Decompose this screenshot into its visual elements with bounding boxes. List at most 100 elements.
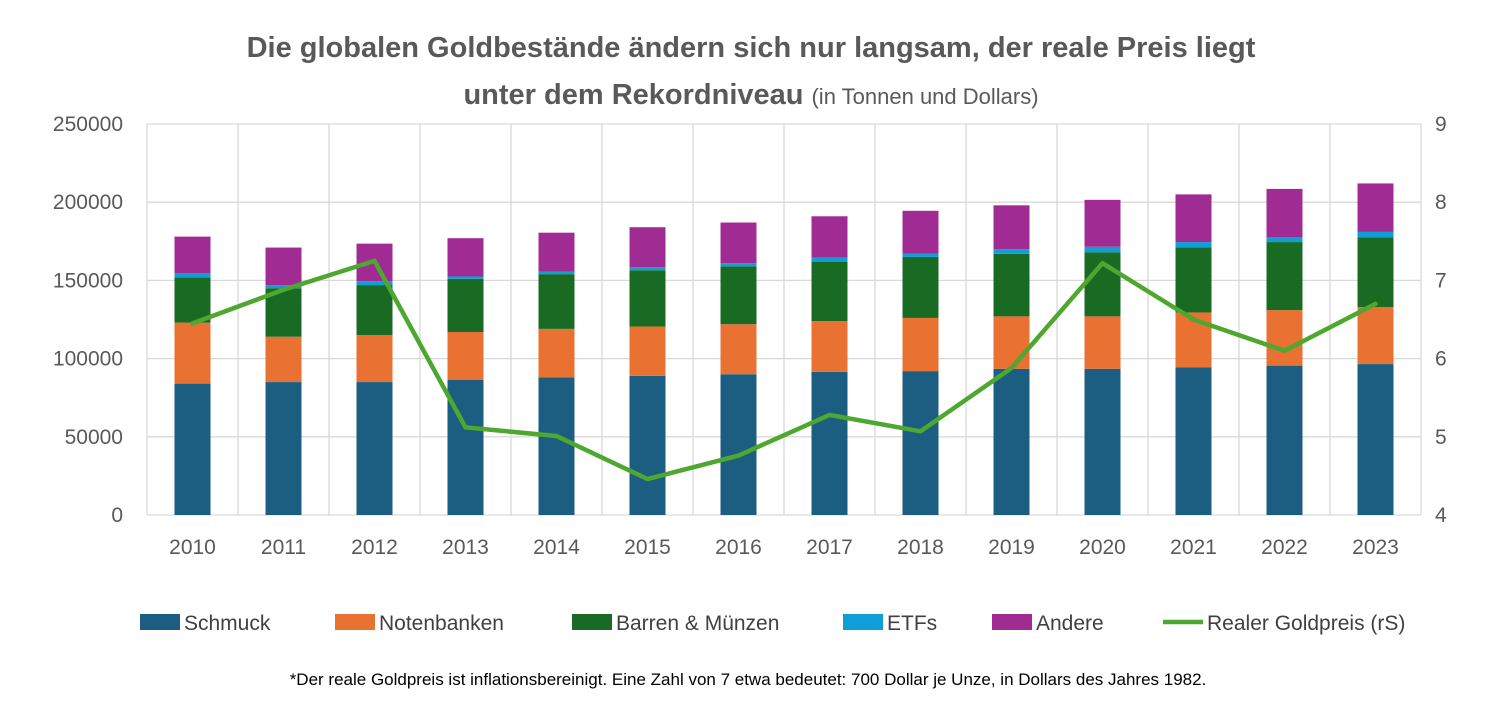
bar-barren-münzen-2016 (720, 266, 757, 325)
bar-barren-münzen-2022 (1266, 242, 1303, 311)
bar-andere-2018 (902, 210, 939, 254)
bar-notenbanken-2019 (993, 316, 1030, 369)
bar-etfs-2018 (902, 253, 939, 257)
bar-schmuck-2016 (720, 374, 757, 515)
x-tick-label: 2019 (988, 536, 1035, 559)
legend-swatch (140, 614, 180, 630)
y-axis-right: 4 5 6 7 8 9 (1435, 113, 1447, 527)
y-left-tick-label: 0 (111, 504, 123, 527)
bar-barren-münzen-2014 (538, 274, 575, 329)
y-right-tick-label: 9 (1435, 113, 1447, 136)
bar-andere-2021 (1175, 194, 1212, 243)
bar-schmuck-2012 (356, 382, 393, 515)
x-tick-label: 2020 (1079, 536, 1126, 559)
bar-andere-2014 (538, 232, 575, 272)
footnote: *Der reale Goldpreis ist inflationsberei… (290, 670, 1207, 689)
bar-barren-münzen-2021 (1175, 247, 1212, 313)
legend-swatch (572, 614, 612, 630)
bar-schmuck-2020 (1084, 368, 1121, 515)
y-right-tick-label: 6 (1435, 348, 1447, 371)
bar-etfs-2014 (538, 271, 575, 275)
x-tick-label: 2022 (1261, 536, 1308, 559)
x-tick-label: 2017 (806, 536, 853, 559)
y-left-tick-label: 150000 (53, 269, 123, 292)
bar-notenbanken-2018 (902, 317, 939, 372)
bar-etfs-2021 (1175, 242, 1212, 248)
bar-etfs-2019 (993, 249, 1030, 254)
chart-title-line2-bold: unter dem Rekordniveau (463, 79, 803, 111)
x-tick-label: 2010 (169, 536, 216, 559)
y-left-tick-label: 100000 (53, 348, 123, 371)
gridlines (146, 123, 1422, 516)
bar-etfs-2016 (720, 263, 757, 267)
x-tick-label: 2012 (351, 536, 398, 559)
bar-etfs-2010 (174, 273, 211, 278)
bar-notenbanken-2012 (356, 335, 393, 383)
bar-schmuck-2017 (811, 371, 848, 515)
bar-notenbanken-2010 (174, 322, 211, 384)
bar-barren-münzen-2019 (993, 253, 1030, 317)
bars (174, 183, 1394, 515)
bar-andere-2010 (174, 236, 211, 274)
bar-barren-münzen-2023 (1357, 237, 1394, 307)
bar-schmuck-2010 (174, 383, 211, 515)
legend-label: ETFs (887, 612, 937, 635)
bar-andere-2016 (720, 222, 757, 264)
legend-swatch (335, 614, 375, 630)
bar-schmuck-2011 (265, 382, 302, 515)
legend-swatch (992, 614, 1032, 630)
bar-barren-münzen-2015 (629, 270, 666, 327)
bar-schmuck-2015 (629, 375, 666, 515)
price-line-layer (190, 258, 1378, 482)
bar-andere-2023 (1357, 183, 1394, 232)
y-left-tick-label: 250000 (53, 113, 123, 136)
bar-notenbanken-2020 (1084, 316, 1121, 369)
y-right-tick-label: 5 (1435, 426, 1447, 449)
legend: Schmuck Notenbanken Barren & Münzen ETFs And… (140, 612, 1405, 635)
bar-andere-2019 (993, 205, 1030, 250)
x-tick-label: 2018 (897, 536, 944, 559)
bar-notenbanken-2017 (811, 321, 848, 372)
bar-barren-münzen-2010 (174, 277, 211, 323)
bar-etfs-2011 (265, 285, 302, 289)
y-right-tick-label: 7 (1435, 269, 1447, 292)
line-realer-goldpreis (190, 258, 1378, 482)
chart-title-line2: unter dem Rekordniveau (in Tonnen und Dol… (463, 79, 1038, 111)
bar-notenbanken-2022 (1266, 310, 1303, 366)
bar-barren-münzen-2013 (447, 278, 484, 333)
x-tick-label: 2011 (261, 536, 306, 559)
legend-label: Schmuck (184, 612, 271, 635)
bar-etfs-2020 (1084, 246, 1121, 253)
legend-swatch (843, 614, 883, 630)
y-axis-left: 0 50000 100000 150000 200000 250000 (53, 113, 123, 527)
bar-barren-münzen-2012 (356, 285, 393, 336)
x-tick-label: 2023 (1352, 536, 1399, 559)
legend-label: Andere (1036, 612, 1104, 635)
y-right-tick-label: 4 (1435, 504, 1447, 527)
x-axis: 2010 2011 2012 2013 2014 2015 2016 2017 2018 2019… (169, 536, 1399, 559)
bar-schmuck-2021 (1175, 367, 1212, 515)
bar-andere-2022 (1266, 188, 1303, 238)
x-tick-label: 2014 (533, 536, 580, 559)
bar-barren-münzen-2018 (902, 256, 939, 318)
bar-notenbanken-2015 (629, 326, 666, 376)
legend-label: Notenbanken (379, 612, 504, 635)
bar-etfs-2022 (1266, 237, 1303, 243)
bar-andere-2020 (1084, 199, 1121, 247)
bar-etfs-2015 (629, 267, 666, 271)
bar-notenbanken-2023 (1357, 306, 1394, 365)
legend-label: Barren & Münzen (616, 612, 779, 635)
bar-barren-münzen-2017 (811, 261, 848, 322)
bar-etfs-2017 (811, 257, 848, 262)
x-tick-label: 2016 (715, 536, 762, 559)
legend-label: Realer Goldpreis (rS) (1207, 612, 1405, 635)
bar-notenbanken-2016 (720, 324, 757, 375)
bar-schmuck-2018 (902, 371, 939, 515)
bar-notenbanken-2014 (538, 328, 575, 378)
bar-etfs-2023 (1357, 231, 1394, 238)
bar-schmuck-2014 (538, 377, 575, 515)
y-left-tick-label: 200000 (53, 191, 123, 214)
x-tick-label: 2021 (1170, 536, 1217, 559)
y-right-tick-label: 8 (1435, 191, 1447, 214)
